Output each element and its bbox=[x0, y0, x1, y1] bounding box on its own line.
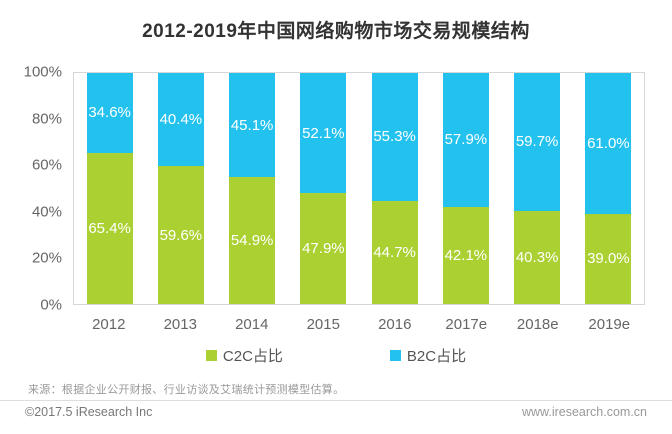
x-tick-label: 2016 bbox=[378, 316, 412, 333]
c2c-value-label: 59.6% bbox=[159, 226, 203, 244]
b2c-segment: 57.9% bbox=[442, 73, 489, 207]
source-note: 来源：根据企业公开财报、行业访谈及艾瑞统计预测模型估算。 bbox=[28, 384, 345, 396]
legend-item: B2C占比 bbox=[389, 345, 467, 366]
x-tick-label: 2018e bbox=[516, 316, 559, 333]
b2c-segment: 59.7% bbox=[514, 73, 561, 211]
bar-slot: 59.7% 40.3% bbox=[502, 73, 573, 304]
c2c-segment: 39.0% bbox=[585, 213, 632, 304]
c2c-value-label: 39.0% bbox=[587, 250, 630, 268]
x-tick-label: 2015 bbox=[306, 316, 340, 333]
stacked-bar: 40.4% 59.6% bbox=[157, 73, 204, 304]
c2c-segment: 47.9% bbox=[300, 193, 347, 304]
bar-slot: 34.6% 65.4% bbox=[74, 73, 145, 304]
x-tick-label: 2019e bbox=[588, 316, 631, 333]
c2c-segment: 40.3% bbox=[514, 210, 561, 304]
c2c-value-label: 40.3% bbox=[515, 248, 559, 266]
c2c-segment: 59.6% bbox=[157, 166, 204, 304]
c2c-segment: 65.4% bbox=[86, 152, 133, 304]
y-tick-label: 0% bbox=[40, 296, 62, 314]
legend-item: C2C占比 bbox=[205, 345, 283, 366]
stacked-bar: 34.6% 65.4% bbox=[86, 73, 133, 304]
b2c-value-label: 61.0% bbox=[587, 134, 630, 152]
bar-slot: 55.3% 44.7% bbox=[359, 73, 430, 304]
c2c-value-label: 42.1% bbox=[444, 246, 488, 264]
footer-bar: ©2017.5 iResearch Inc www.iresearch.com.… bbox=[25, 405, 647, 419]
chart-title: 2012-2019年中国网络购物市场交易规模结构 bbox=[142, 21, 530, 42]
c2c-value-label: 47.9% bbox=[302, 240, 345, 258]
b2c-value-label: 57.9% bbox=[444, 131, 488, 149]
c2c-value-label: 44.7% bbox=[373, 243, 416, 261]
website-text: www.iresearch.com.cn bbox=[521, 405, 647, 419]
y-tick-label: 80% bbox=[31, 110, 62, 128]
x-axis-labels: 2012 2013 2014 2015 2016 2017e 2018e 2019e bbox=[73, 316, 645, 333]
legend: C2C占比 B2C占比 bbox=[0, 345, 672, 366]
copyright-text: ©2017.5 iResearch Inc bbox=[25, 405, 153, 419]
stacked-bar: 52.1% 47.9% bbox=[300, 73, 347, 304]
x-tick-label: 2013 bbox=[163, 316, 197, 333]
b2c-value-label: 40.4% bbox=[159, 111, 203, 129]
b2c-segment: 52.1% bbox=[300, 73, 347, 194]
c2c-value-label: 54.9% bbox=[230, 232, 274, 250]
c2c-value-label: 65.4% bbox=[88, 219, 131, 237]
legend-swatch-icon bbox=[389, 350, 401, 361]
b2c-segment: 40.4% bbox=[157, 73, 204, 167]
legend-label: C2C占比 bbox=[222, 348, 283, 365]
bar-slot: 40.4% 59.6% bbox=[145, 73, 216, 304]
x-tick-label: 2012 bbox=[92, 316, 126, 333]
x-tick-label: 2017e bbox=[445, 316, 488, 333]
y-tick-label: 100% bbox=[23, 63, 62, 81]
c2c-segment: 44.7% bbox=[371, 200, 418, 304]
b2c-value-label: 59.7% bbox=[515, 133, 559, 151]
legend-label: B2C占比 bbox=[406, 348, 467, 365]
stacked-bar: 45.1% 54.9% bbox=[229, 73, 276, 304]
b2c-value-label: 55.3% bbox=[373, 128, 416, 146]
b2c-value-label: 45.1% bbox=[230, 116, 274, 134]
c2c-segment: 42.1% bbox=[442, 206, 489, 304]
y-tick-label: 60% bbox=[31, 156, 62, 174]
b2c-segment: 55.3% bbox=[371, 73, 418, 201]
stacked-bar: 59.7% 40.3% bbox=[514, 73, 561, 304]
stacked-bar: 55.3% 44.7% bbox=[371, 73, 418, 304]
y-axis-labels: 100% 80% 60% 40% 20% 0% bbox=[0, 64, 62, 314]
stacked-bar: 57.9% 42.1% bbox=[442, 73, 489, 304]
b2c-value-label: 34.6% bbox=[88, 104, 131, 122]
x-tick-label: 2014 bbox=[235, 316, 269, 333]
bar-slot: 45.1% 54.9% bbox=[217, 73, 288, 304]
stacked-bar: 61.0% 39.0% bbox=[585, 73, 632, 304]
y-tick-label: 40% bbox=[31, 203, 62, 221]
plot-area: 34.6% 65.4% 40.4% 59.6% 45.1% 54.9% 52.1% 47.9%… bbox=[73, 72, 645, 305]
b2c-segment: 34.6% bbox=[86, 73, 133, 153]
bar-slot: 61.0% 39.0% bbox=[573, 73, 644, 304]
y-tick-label: 20% bbox=[31, 249, 62, 267]
legend-swatch-icon bbox=[205, 350, 217, 361]
bar-slot: 57.9% 42.1% bbox=[430, 73, 501, 304]
bar-slot: 52.1% 47.9% bbox=[288, 73, 359, 304]
c2c-segment: 54.9% bbox=[229, 177, 276, 304]
b2c-value-label: 52.1% bbox=[302, 124, 345, 142]
footer-divider bbox=[0, 400, 672, 401]
b2c-segment: 61.0% bbox=[585, 73, 632, 214]
b2c-segment: 45.1% bbox=[229, 73, 276, 178]
